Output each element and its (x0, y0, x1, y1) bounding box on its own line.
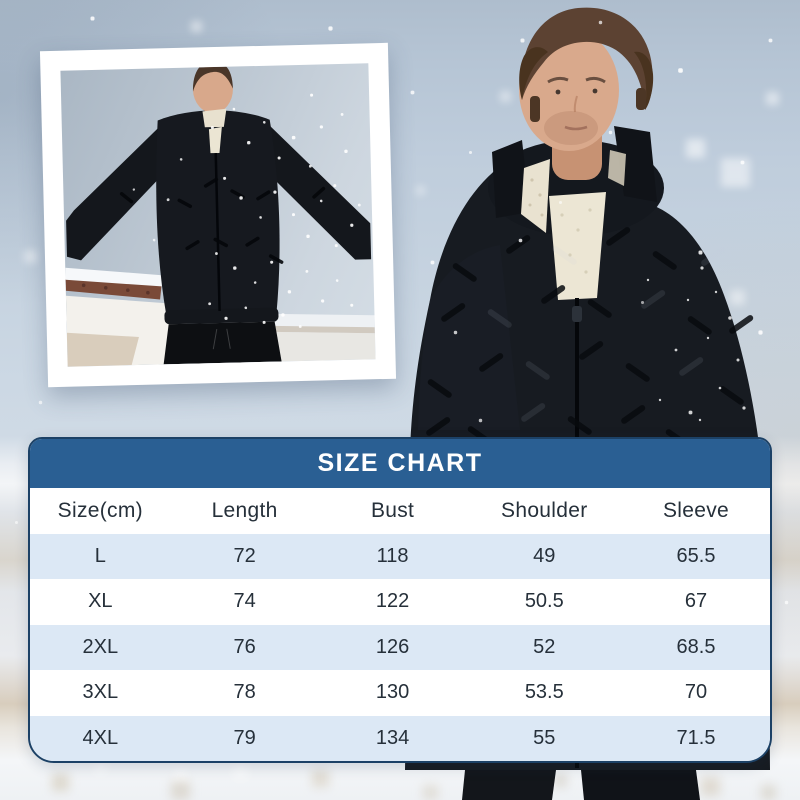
table-cell: 134 (375, 726, 410, 749)
table-cell: 3XL (82, 681, 119, 704)
column-header-shoulder: Shoulder (501, 498, 588, 522)
table-cell: 76 (233, 635, 256, 658)
table-cell: 2XL (82, 635, 119, 658)
table-row-xl: XL 74 122 50.5 67 (30, 579, 770, 625)
falling-snow-overlay (0, 0, 1, 1)
table-cell: L (94, 544, 106, 567)
table-cell: 122 (375, 590, 410, 613)
table-cell: 70 (684, 681, 708, 704)
table-cell: 72 (233, 544, 256, 567)
table-cell: XL (88, 590, 113, 613)
table-cell: 65.5 (676, 544, 716, 567)
size-chart-title: SIZE CHART (30, 439, 770, 488)
table-cell: 50.5 (524, 590, 564, 613)
table-cell: 79 (233, 726, 256, 749)
inset-photo-frame (39, 42, 397, 388)
column-header-bust: Bust (370, 498, 415, 522)
size-chart-header-row: Size(cm) Length Bust Shoulder Sleeve (30, 488, 770, 534)
table-cell: 4XL (82, 726, 119, 749)
table-cell: 118 (376, 544, 409, 567)
table-cell: 49 (533, 544, 556, 567)
table-cell: 71.5 (676, 726, 716, 749)
column-header-length: Length (211, 498, 278, 522)
column-header-sleeve: Sleeve (662, 498, 729, 522)
inset-snow-speckles (60, 71, 61, 72)
table-cell: 68.5 (676, 635, 716, 658)
table-cell: 67 (684, 590, 708, 613)
column-header-size: Size(cm) (57, 498, 143, 522)
table-cell: 78 (233, 681, 256, 704)
inset-photo (60, 63, 376, 367)
size-chart-panel: SIZE CHART Size(cm) Length Bust Shoulder… (28, 437, 772, 763)
table-cell: 130 (375, 681, 410, 704)
table-cell: 126 (375, 635, 410, 658)
table-cell: 55 (533, 726, 556, 749)
table-cell: 74 (233, 590, 256, 613)
table-row-2xl: 2XL 76 126 52 68.5 (30, 624, 770, 670)
table-row-3xl: 3XL 78 130 53.5 70 (30, 670, 770, 716)
table-cell: 53.5 (524, 681, 564, 704)
table-row-4xl: 4XL 79 134 55 71.5 (30, 715, 770, 761)
table-row-l: L 72 118 49 65.5 (30, 533, 770, 579)
table-cell: 52 (533, 635, 556, 658)
